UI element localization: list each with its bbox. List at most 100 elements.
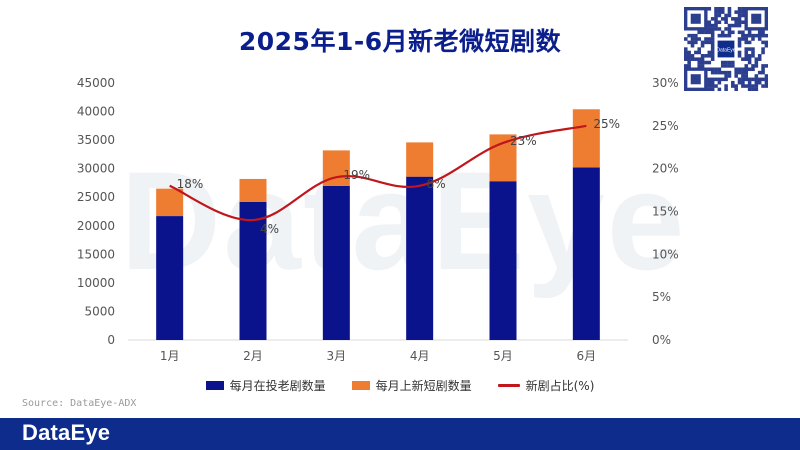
- y-left-tick-label: 25000: [77, 190, 115, 204]
- qr-module: [734, 70, 738, 75]
- qr-module: [737, 43, 742, 48]
- y-left-tick-label: 35000: [77, 133, 115, 147]
- qr-module: [761, 30, 765, 35]
- qr-module: [697, 47, 701, 51]
- qr-module: [724, 74, 728, 78]
- qr-module: [737, 17, 742, 21]
- y-right-tick-label: 25%: [652, 119, 679, 133]
- qr-module: [741, 84, 745, 88]
- qr-module: [741, 10, 745, 14]
- qr-module: [710, 67, 715, 72]
- qr-module: [720, 7, 725, 11]
- qr-module: [751, 54, 755, 58]
- qr-module: [761, 50, 765, 55]
- qr-module: [717, 67, 722, 72]
- ratio-data-label: 23%: [510, 134, 537, 148]
- qr-module: [731, 80, 735, 85]
- qr-module: [707, 67, 712, 72]
- qr-module: [761, 67, 765, 72]
- qr-module: [697, 57, 701, 61]
- qr-module: [724, 27, 728, 31]
- qr-module: [720, 64, 725, 68]
- y-left-tick-label: 20000: [77, 219, 115, 233]
- qr-module: [690, 43, 695, 48]
- ratio-data-label: 4%: [260, 222, 279, 236]
- qr-module: [707, 77, 712, 82]
- qr-module: [754, 84, 759, 88]
- qr-module: [744, 37, 749, 41]
- qr-module: [744, 74, 749, 78]
- qr-module: [757, 54, 762, 58]
- qr-finder: [751, 13, 762, 24]
- qr-module: [694, 57, 698, 61]
- qr-module: [744, 67, 749, 72]
- qr-module: [704, 54, 708, 58]
- qr-module: [741, 77, 745, 82]
- qr-module: [737, 23, 742, 28]
- qr-module: [704, 37, 708, 41]
- qr-module: [687, 33, 691, 38]
- qr-module: [720, 33, 725, 38]
- ratio-data-label: 19%: [343, 168, 370, 182]
- qr-module: [744, 64, 749, 68]
- qr-module: [744, 54, 749, 58]
- qr-module: [690, 40, 695, 45]
- qr-module: [710, 84, 715, 88]
- qr-module: [734, 84, 738, 88]
- qr-module: [710, 47, 715, 51]
- qr-module: [731, 17, 735, 21]
- qr-module: [751, 47, 755, 51]
- qr-module: [724, 60, 728, 65]
- qr-module: [724, 20, 728, 24]
- qr-module: [697, 50, 701, 55]
- qr-module: [700, 54, 705, 58]
- qr-module: [751, 64, 755, 68]
- qr-module: [737, 10, 742, 14]
- qr-module: [747, 47, 752, 51]
- qr-module: [720, 77, 725, 82]
- qr-module: [707, 80, 712, 85]
- qr-module: [687, 40, 691, 45]
- qr-module: [720, 17, 725, 21]
- qr-module: [731, 64, 735, 68]
- qr-module: [757, 57, 762, 61]
- qr-module: [754, 74, 759, 78]
- ratio-line: [169, 124, 587, 222]
- qr-module: [717, 7, 722, 11]
- qr-module: [754, 64, 759, 68]
- qr-module: [707, 40, 712, 45]
- qr-module: [727, 70, 732, 75]
- qr-module: [734, 74, 738, 78]
- qr-module: [751, 87, 755, 91]
- qr-module: [724, 64, 728, 68]
- legend-label-old: 每月在投老剧数量: [229, 379, 326, 393]
- qr-module: [720, 30, 725, 35]
- qr-module: [684, 37, 688, 41]
- qr-module: [700, 30, 705, 35]
- y-left-tick-label: 15000: [77, 247, 115, 261]
- legend-swatch-old: [205, 381, 224, 390]
- qr-module: [717, 70, 722, 75]
- qr-module: [751, 77, 755, 82]
- qr-module: [764, 84, 768, 88]
- qr-module: [741, 37, 745, 41]
- y-right-tick-label: 5%: [652, 290, 671, 304]
- x-tick-label: 5月: [493, 349, 513, 363]
- qr-module: [754, 77, 759, 82]
- legend-label-ratio: 新剧占比(%): [525, 379, 595, 393]
- qr-module: [757, 70, 762, 75]
- qr-module: [710, 33, 715, 38]
- qr-module: [710, 57, 715, 61]
- qr-module: [707, 60, 712, 65]
- qr-module: [731, 60, 735, 65]
- qr-module: [744, 47, 749, 51]
- qr-module: [741, 20, 745, 24]
- qr-module: [734, 23, 738, 28]
- qr-module: [737, 80, 742, 85]
- y-right-tick-label: 30%: [652, 76, 679, 90]
- qr-module: [764, 40, 768, 45]
- qr-module: [684, 57, 688, 61]
- qr-module: [737, 67, 742, 72]
- qr-module: [707, 37, 712, 41]
- qr-module: [697, 60, 701, 65]
